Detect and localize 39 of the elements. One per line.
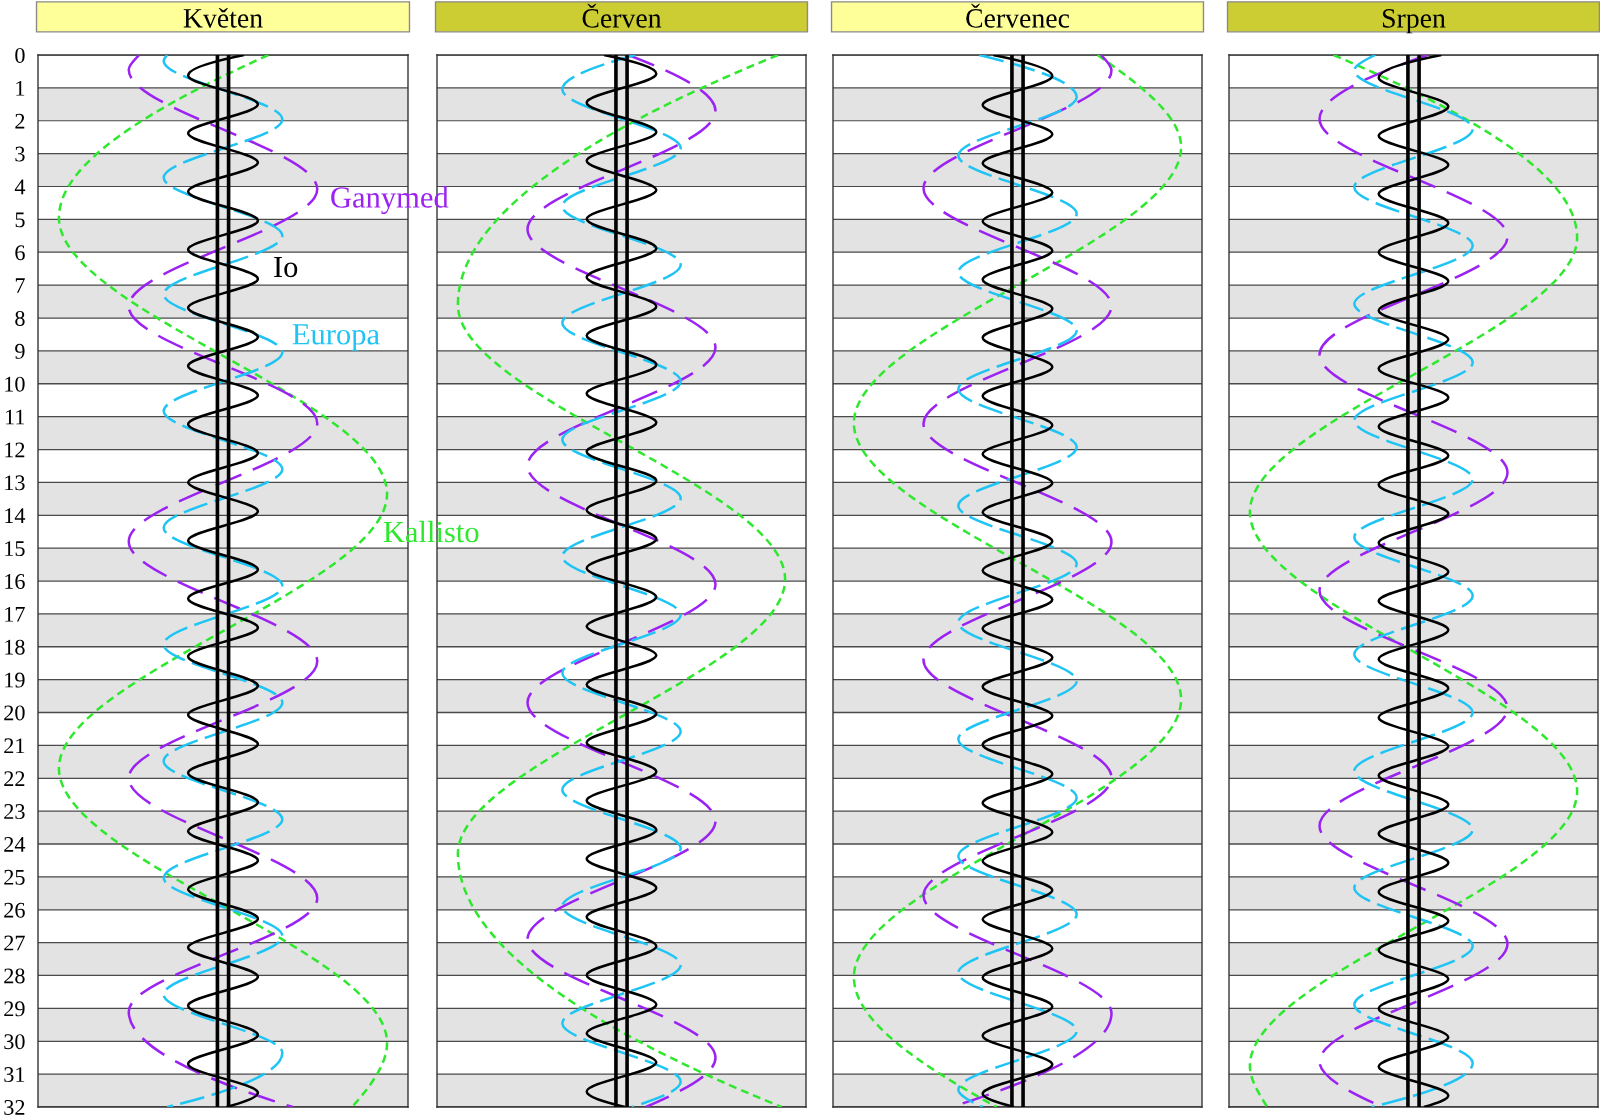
y-tick-label: 14 — [5, 508, 26, 523]
y-tick-label: 0 — [15, 47, 25, 63]
y-tick-label: 27 — [4, 935, 25, 951]
y-tick-label: 22 — [4, 771, 25, 786]
y-tick-label: 10 — [5, 376, 25, 392]
y-tick-label: 13 — [5, 475, 25, 491]
y-tick-label: 23 — [4, 804, 25, 820]
y-tick-label: 15 — [5, 541, 25, 557]
y-tick-label: 24 — [4, 836, 26, 852]
y-tick-label: 25 — [4, 869, 25, 885]
series-label: Europa — [292, 324, 380, 351]
y-tick-label: 7 — [15, 278, 25, 293]
y-tick-label: 28 — [4, 968, 25, 984]
chart-title: Srpen — [1382, 9, 1446, 34]
y-tick-label: 26 — [4, 902, 25, 918]
y-tick-label: 31 — [4, 1067, 25, 1083]
y-tick-label: 20 — [4, 705, 25, 721]
y-tick-label: 2 — [15, 113, 25, 129]
y-tick-label: 30 — [4, 1034, 25, 1050]
y-tick-label: 5 — [15, 212, 25, 228]
y-tick-label: 6 — [15, 245, 25, 261]
chart-title: Červenec — [966, 3, 1070, 28]
y-tick-label: 21 — [4, 738, 25, 754]
y-tick-label: 16 — [5, 573, 25, 589]
y-tick-label: 19 — [5, 672, 25, 688]
y-tick-label: 18 — [5, 639, 25, 655]
chart-title: Květen — [183, 8, 263, 28]
chart-title: Červen — [582, 3, 662, 28]
y-tick-label: 9 — [15, 343, 25, 359]
y-tick-label: 1 — [16, 80, 25, 96]
y-tick-label: 3 — [15, 146, 25, 162]
y-tick-label: 12 — [5, 442, 25, 458]
y-tick-label: 29 — [4, 1001, 25, 1017]
y-tick-label: 11 — [6, 409, 25, 425]
y-tick-label: 32 — [4, 1099, 25, 1115]
series-label: Io — [274, 256, 298, 278]
y-tick-label: 17 — [5, 606, 25, 622]
y-tick-label: 4 — [14, 179, 26, 195]
y-tick-label: 8 — [15, 310, 25, 326]
